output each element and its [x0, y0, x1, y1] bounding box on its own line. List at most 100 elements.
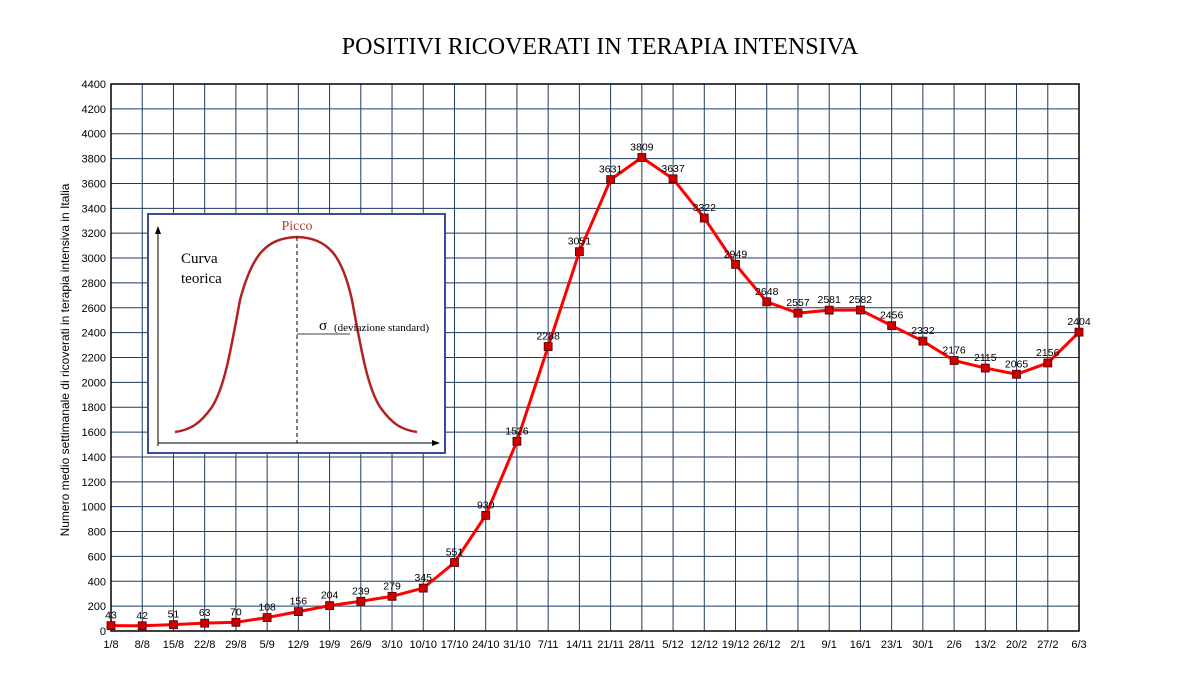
- y-tick-label: 1000: [82, 502, 106, 514]
- inset-peak-label: Picco: [281, 219, 312, 234]
- data-label: 2156: [1036, 347, 1060, 359]
- x-tick-label: 5/9: [259, 639, 274, 651]
- data-point: [450, 558, 459, 567]
- y-tick-label: 1200: [82, 477, 106, 489]
- y-tick-label: 0: [100, 626, 106, 638]
- y-tick-label: 600: [88, 551, 106, 563]
- data-label: 279: [383, 580, 401, 592]
- y-tick-label: 3600: [82, 178, 106, 190]
- x-tick-label: 21/11: [597, 639, 624, 651]
- x-tick-label: 9/1: [822, 639, 837, 651]
- data-point: [824, 305, 834, 315]
- y-tick-label: 1400: [82, 452, 106, 464]
- data-point: [980, 363, 990, 373]
- data-point: [1012, 369, 1021, 379]
- data-label: 43: [105, 610, 117, 622]
- data-point: [543, 342, 553, 351]
- data-label: 930: [477, 499, 495, 511]
- y-tick-label: 4000: [82, 129, 106, 141]
- data-label: 156: [290, 596, 308, 608]
- data-point: [699, 213, 709, 223]
- data-point: [762, 297, 772, 307]
- data-label: 1526: [505, 425, 529, 437]
- data-point: [637, 153, 647, 162]
- data-point: [793, 308, 803, 318]
- x-tick-label: 23/1: [881, 639, 902, 651]
- y-axis-label: Numero medio settimanale di ricoverati i…: [58, 183, 72, 536]
- x-tick-label: 8/8: [135, 639, 150, 651]
- x-tick-label: 2/1: [790, 639, 805, 651]
- y-tick-label: 2800: [82, 278, 106, 290]
- data-point: [106, 621, 116, 631]
- y-tick-label: 2000: [82, 377, 106, 389]
- x-tick-label: 22/8: [194, 639, 215, 651]
- data-label: 108: [258, 602, 276, 614]
- x-tick-label: 16/1: [850, 639, 871, 651]
- data-point: [262, 613, 272, 622]
- inset-curve-label-line2: teorica: [181, 271, 222, 287]
- data-label: 2065: [1005, 358, 1029, 370]
- data-point: [293, 607, 303, 617]
- x-tick-label: 26/9: [350, 639, 371, 651]
- data-label: 3631: [599, 164, 623, 176]
- y-tick-label: 4400: [82, 79, 106, 91]
- data-point: [387, 591, 397, 601]
- data-point: [1043, 358, 1053, 368]
- inset-y-arrow-icon: [155, 226, 161, 234]
- data-point: [418, 583, 428, 593]
- data-point: [918, 336, 928, 346]
- data-point: [137, 621, 147, 631]
- x-tick-label: 15/8: [163, 639, 184, 651]
- series-line: [110, 155, 1081, 628]
- x-tick-label: 26/12: [753, 639, 781, 651]
- x-tick-label: 3/10: [381, 639, 402, 651]
- x-tick-label: 27/2: [1037, 639, 1058, 651]
- data-label: 2456: [880, 310, 904, 322]
- data-point: [200, 618, 210, 628]
- data-point: [325, 601, 334, 611]
- data-label: 551: [446, 547, 464, 559]
- data-label: 51: [168, 609, 180, 621]
- y-tick-label: 1600: [82, 427, 106, 439]
- data-label: 2581: [818, 294, 842, 306]
- x-tick-label: 6/3: [1071, 639, 1086, 651]
- inset-sigma-symbol: σ: [319, 318, 327, 334]
- x-tick-label: 5/12: [662, 639, 683, 651]
- data-label: 2648: [755, 286, 779, 298]
- data-point: [574, 247, 584, 257]
- y-tick-label: 3000: [82, 253, 106, 265]
- data-label: 42: [136, 610, 148, 622]
- data-label: 2949: [724, 248, 748, 260]
- data-label: 63: [199, 607, 211, 619]
- data-point: [481, 510, 491, 520]
- data-label: 2288: [536, 331, 560, 343]
- x-tick-label: 2/6: [946, 639, 961, 651]
- data-label: 2582: [849, 294, 873, 306]
- x-tick-label: 13/2: [975, 639, 996, 651]
- x-tick-label: 29/8: [225, 639, 246, 651]
- data-label: 2176: [942, 344, 966, 356]
- y-tick-label: 800: [88, 527, 106, 539]
- data-label: 70: [230, 606, 242, 618]
- data-point: [606, 175, 616, 185]
- x-tick-label: 1/8: [103, 639, 118, 651]
- y-tick-label: 1800: [82, 402, 106, 414]
- data-label: 2557: [786, 297, 810, 309]
- data-point: [231, 617, 241, 627]
- data-point: [668, 174, 678, 184]
- y-tick-label: 2400: [82, 328, 106, 340]
- data-label: 3637: [661, 163, 685, 175]
- chart-title: POSITIVI RICOVERATI IN TERAPIA INTENSIVA: [342, 34, 859, 60]
- data-point: [169, 620, 178, 630]
- data-label: 2404: [1067, 316, 1091, 328]
- x-tick-label: 19/9: [319, 639, 340, 651]
- x-tick-label: 10/10: [409, 639, 437, 651]
- data-label: 2332: [911, 325, 935, 337]
- x-tick-label: 28/11: [628, 639, 655, 651]
- y-tick-label: 2600: [82, 303, 106, 315]
- data-label: 3322: [693, 202, 717, 214]
- x-tick-label: 31/10: [503, 639, 531, 651]
- inset-x-arrow-icon: [432, 440, 440, 446]
- data-point: [856, 305, 865, 315]
